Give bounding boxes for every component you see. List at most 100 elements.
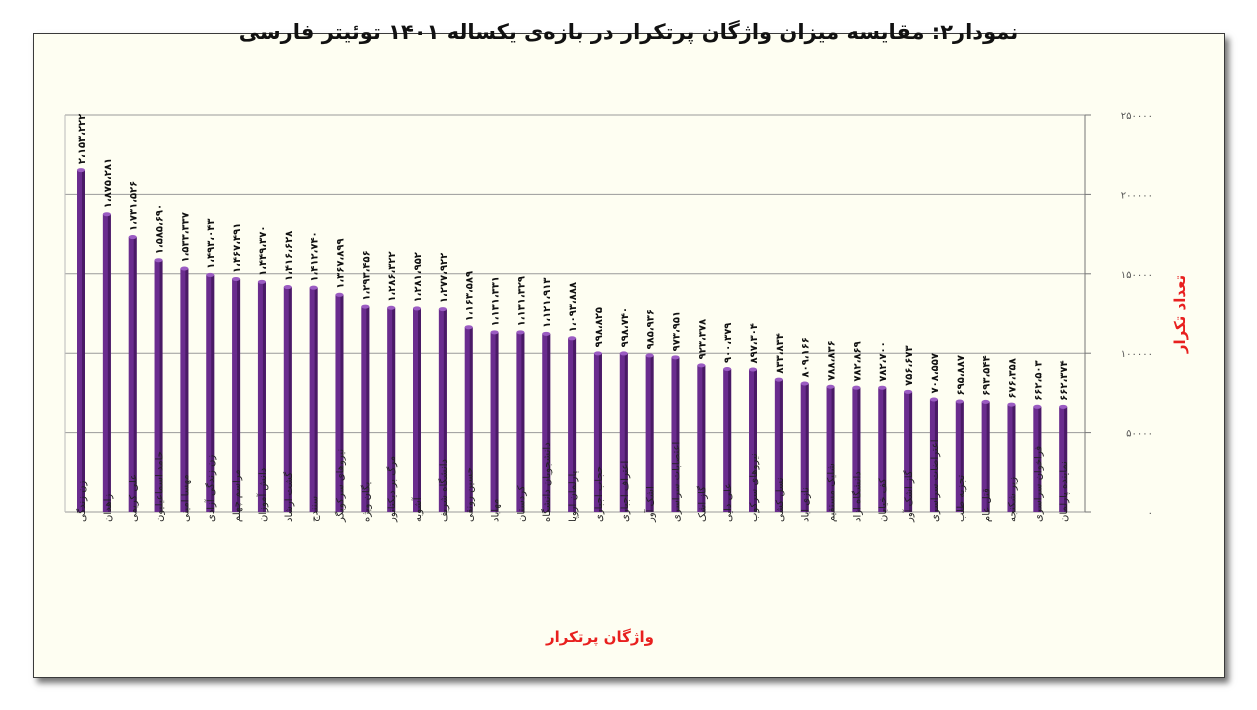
labels: ۲،۱۵۳،۲۲۲ زن زندگی ۱،۸۷۵،۲۸۱ زاهدان ۱،۷۳۱،۵۲… [76,114,1070,523]
data-label: ۹۰۰،۳۷۹ [723,323,734,363]
bar-shade [960,401,964,512]
category-label: زن زندگی آزادی [204,455,217,522]
bar [800,383,809,512]
bar-shade [650,355,654,512]
chart-title: نمودار۲: مقایسه میزان واژگان پرتکرار در … [238,20,1019,44]
y-tick-label: ۰ [1148,508,1153,519]
bar-shade [262,281,266,512]
category-label: حسین رونقی [465,467,476,522]
category-label: دانش آموزان [256,468,269,522]
bar-cap [102,212,111,217]
bar-cap [697,363,706,368]
bar-cap [128,235,137,240]
bar [852,387,861,512]
category-label: مرگ بر دیکتاتور [385,456,398,523]
data-label: ۱،۰۹۳،۸۸۸ [568,282,579,332]
bar-cap [77,168,85,173]
data-label: ۹۲۳،۳۷۸ [697,319,708,359]
category-label: حامد اسماعیلیون [155,451,166,522]
data-label: ۶۹۵،۸۸۷ [956,355,967,395]
category-label: پارلمان اروپا [568,470,579,522]
bar-shade [133,237,137,512]
bar-cap [1007,402,1016,407]
data-label: ۱،۲۸۶،۳۲۲ [387,251,398,301]
category-label: اعتراضات سراسری [930,439,941,522]
bar-shade [340,294,344,512]
category-label: تجزیه طلب [956,475,967,522]
bar-shade [857,387,861,512]
bar-shade [909,391,913,512]
data-label: ۷۸۲،۷۰۰ [878,341,889,381]
bar-cap [929,397,938,402]
bar-cap [232,276,241,281]
category-label: سنندج [310,496,321,522]
category-label: نسل کشی [775,478,786,522]
bars [77,168,1068,512]
category-label: مهاباد [491,499,502,522]
data-label: ۱،۳۶۷،۸۹۹ [335,238,346,288]
bar [102,214,111,512]
category-label: اعتراف اجباری [620,461,631,522]
bar [671,357,680,512]
data-label: ۱،۴۱۲،۷۴۰ [310,231,321,281]
bar-cap [619,351,628,356]
category-label: شلیک مستقیم [827,463,838,522]
bar [749,369,757,512]
bar [1033,406,1042,512]
category-label: دانشگاه ازاد [851,471,863,522]
bar-shade [185,268,189,512]
bar [826,386,835,512]
bar-cap [180,266,189,271]
bar [232,278,241,512]
category-label: قتل عام [982,488,993,522]
data-label: ۷۵۶،۶۷۳ [904,345,915,385]
data-label: ۱،۴۴۹،۳۷۰ [258,226,269,276]
y-tick-label: ۱۵۰۰۰۰ [1121,270,1153,281]
category-label: اشک آور [644,486,657,523]
category-label: گاز اشک آور [902,470,915,523]
bar-shade [831,386,835,512]
data-label: ۹۸۵،۹۳۶ [646,309,657,349]
bar [645,355,654,512]
bar [955,401,964,512]
bar-shade [779,379,783,512]
bar [929,399,938,512]
bar-shade [883,387,887,512]
category-label: زاهدان [103,494,114,522]
data-label: ۷۸۸،۸۳۶ [827,340,838,380]
bar [774,379,783,512]
bar-shade [676,357,680,512]
bar [568,338,577,512]
bar-shade [211,274,215,512]
category-label: آشوبه [411,496,424,522]
bar-shade [366,306,370,512]
data-label: ۶۶۲،۳۷۴ [1059,360,1070,400]
data-label: ۱،۱۲۱،۹۱۳ [542,278,553,328]
data-label: ۹۹۸،۷۴۰ [620,307,631,347]
x-axis-title: واژگان پرتکرار [546,628,654,646]
data-label: ۱،۲۹۳،۴۵۶ [361,250,372,300]
bar [619,353,628,512]
bar-shade [418,308,421,512]
y-tick-label: ۲۵۰۰۰۰ [1121,111,1153,122]
data-label: ۱،۱۳۱،۳۳۱ [491,276,502,326]
bar [206,274,215,512]
data-label: ۱،۴۶۷،۴۹۱ [232,223,243,273]
bar-shade [598,353,602,512]
category-label: علی کریمی [129,474,140,522]
bar-cap [464,325,473,330]
data-label: ۱،۴۹۳،۰۴۳ [206,219,217,269]
bar [438,309,447,512]
bar-shade [469,327,473,512]
bar [387,307,396,512]
bar-cap [309,285,318,290]
bar-cap [283,285,292,290]
bar [904,391,913,512]
bar-shade [805,383,809,512]
bar-cap [671,355,680,360]
bar [542,333,551,512]
data-label: ۱،۵۸۵،۶۹۰ [155,204,166,254]
bar-cap [826,384,835,389]
chart-frame [33,33,1225,678]
bar-shade [986,401,990,512]
